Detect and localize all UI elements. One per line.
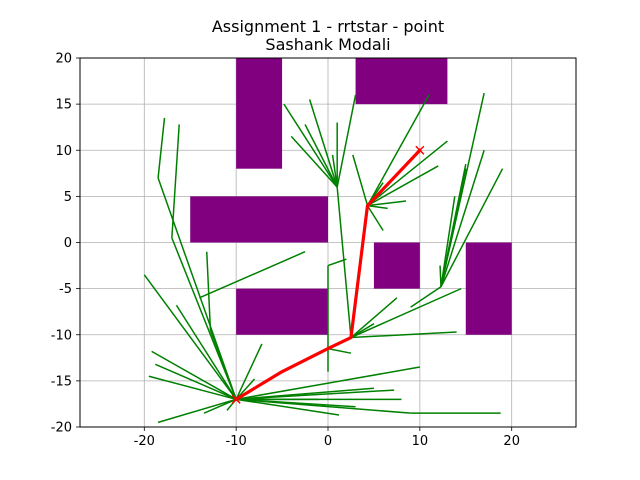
- y-tick-label: 15: [55, 98, 72, 113]
- chart-subtitle: Sashank Modali: [265, 35, 390, 54]
- obstacle: [373, 242, 420, 289]
- tree-edge: [367, 200, 407, 207]
- tree-edge: [157, 398, 237, 424]
- x-tick-label: 10: [412, 434, 429, 449]
- tree-edge: [236, 398, 340, 416]
- tree-edge: [439, 265, 442, 287]
- tree-edge: [367, 165, 439, 207]
- tree-edge: [236, 398, 411, 414]
- x-tick-label: -20: [134, 434, 155, 449]
- tree-edge: [336, 94, 357, 188]
- tree-edge: [283, 103, 338, 188]
- tree-edge: [352, 154, 369, 206]
- x-tick-label: -10: [226, 434, 247, 449]
- tree-edge: [350, 287, 462, 339]
- plot-area: [79, 57, 577, 428]
- tree-edge: [336, 187, 352, 338]
- tree-edge: [148, 375, 237, 401]
- tree-edge: [304, 124, 338, 188]
- y-tick-label: 10: [55, 144, 72, 159]
- tree-edge: [171, 124, 180, 238]
- tree-edge: [440, 168, 467, 287]
- tree-edge: [143, 274, 237, 400]
- y-tick-label: -15: [51, 374, 72, 389]
- markers: [231, 145, 425, 404]
- tree-edge: [367, 140, 448, 207]
- y-tick-label: 20: [55, 52, 72, 67]
- tree-edge: [235, 343, 263, 400]
- solution-path: [234, 148, 422, 401]
- x-tick-label: 0: [324, 434, 332, 449]
- tree-edge: [410, 286, 442, 308]
- tree-edge: [350, 323, 375, 339]
- solution-path-layer: [234, 148, 422, 401]
- y-tick-label: 0: [64, 236, 72, 251]
- tree-edge: [350, 297, 398, 339]
- tree-edge: [175, 304, 237, 400]
- tree-edge: [199, 251, 306, 299]
- tree-edge: [155, 363, 237, 401]
- tree-edge: [203, 398, 237, 414]
- tree-edge: [367, 204, 388, 210]
- x-tick-label: 20: [503, 434, 520, 449]
- x-axis: -20 -10 0 10 20: [134, 427, 520, 449]
- tree-edge: [308, 99, 338, 188]
- tree-edge: [290, 135, 338, 188]
- tree-edge: [151, 350, 237, 400]
- tree-edge: [236, 389, 395, 401]
- obstacle: [355, 58, 448, 105]
- tree-edge: [157, 117, 166, 179]
- tree-edge: [236, 366, 420, 401]
- start-marker: [231, 394, 241, 404]
- tree-edge: [209, 329, 237, 400]
- goal-marker: [415, 145, 425, 155]
- y-tick-label: -5: [59, 282, 72, 297]
- tree-edge: [366, 205, 384, 231]
- tree-edge: [206, 251, 212, 331]
- tree-edge: [331, 154, 338, 188]
- tree-edge: [366, 94, 430, 206]
- obstacles: [190, 58, 512, 335]
- tree-edge: [440, 150, 485, 288]
- y-tick-label: -20: [51, 421, 72, 436]
- y-axis: -20 -15 -10 -5 0 5 10 15 20: [51, 52, 80, 436]
- chart-title: Assignment 1 - rrtstar - point: [212, 17, 444, 36]
- y-tick-label: -10: [51, 328, 72, 343]
- obstacle: [236, 58, 283, 169]
- tree-edge: [440, 168, 504, 288]
- obstacle: [190, 196, 328, 243]
- tree-edge: [327, 347, 352, 354]
- obstacle: [465, 242, 512, 335]
- obstacle: [236, 288, 328, 335]
- tree-edge: [350, 331, 457, 339]
- y-tick-label: 5: [64, 190, 72, 205]
- tree-edge: [440, 196, 456, 287]
- rrt-tree: [143, 92, 504, 424]
